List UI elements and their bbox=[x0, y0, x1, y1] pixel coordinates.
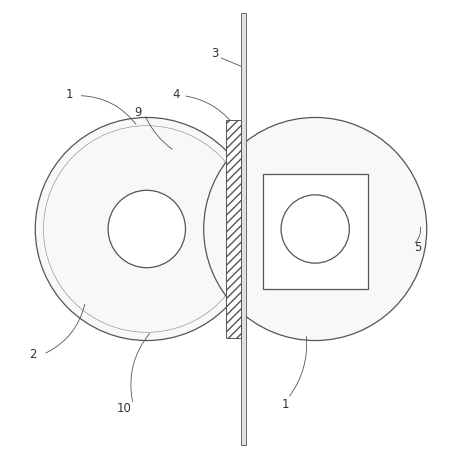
Text: 4: 4 bbox=[173, 88, 180, 101]
Circle shape bbox=[204, 117, 427, 341]
Text: 9: 9 bbox=[134, 106, 141, 120]
Circle shape bbox=[108, 191, 185, 267]
Bar bbox=[241, 13, 247, 445]
Bar bbox=[225, 120, 241, 338]
Text: 3: 3 bbox=[212, 47, 219, 60]
Circle shape bbox=[281, 195, 349, 263]
Circle shape bbox=[35, 117, 258, 341]
Text: 5: 5 bbox=[414, 241, 421, 254]
Text: 10: 10 bbox=[116, 402, 132, 415]
Text: 1: 1 bbox=[66, 88, 73, 101]
Text: 1: 1 bbox=[282, 398, 289, 411]
Bar bbox=[263, 174, 368, 289]
Text: 2: 2 bbox=[29, 348, 36, 361]
